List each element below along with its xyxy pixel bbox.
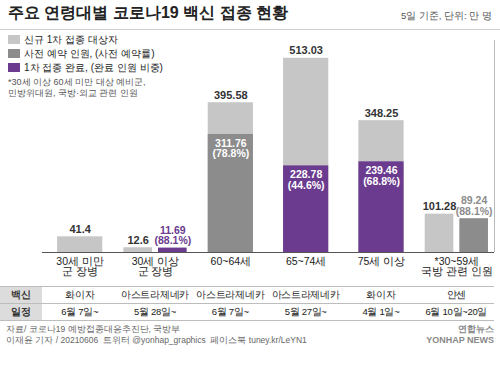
html-text:화이자: 화이자 bbox=[65, 288, 95, 300]
svg-text:30세 이상군 장병: 30세 이상군 장병 bbox=[132, 255, 180, 278]
html-text:사전 예약 인원, (사전 예약률): 사전 예약 인원, (사전 예약률) bbox=[24, 48, 155, 59]
svg-text:30세 미만군 장병: 30세 미만군 장병 bbox=[56, 255, 104, 278]
html-text:YONHAP NEWS: YONHAP NEWS bbox=[426, 335, 494, 345]
svg-text:395.58: 395.58 bbox=[214, 89, 248, 101]
svg-text:228.78(44.6%): 228.78(44.6%) bbox=[288, 168, 325, 191]
html-text:아스트라제네카: 아스트라제네카 bbox=[121, 288, 189, 300]
html-text:6월 7일~: 6월 7일~ bbox=[61, 305, 99, 317]
svg-text:*30~59세국방 관련 인원: *30~59세국방 관련 인원 bbox=[421, 255, 493, 278]
html-text:5월 28일~: 5월 28일~ bbox=[134, 305, 176, 317]
html-text:아스트라제네카: 아스트라제네카 bbox=[271, 288, 340, 300]
html-text:1차 접종 완료, (완료 인원 비중): 1차 접종 완료, (완료 인원 비중) bbox=[24, 62, 163, 73]
svg-text:12.6: 12.6 bbox=[127, 234, 148, 246]
html-text:얀센: 얀센 bbox=[446, 288, 466, 300]
svg-text:41.4: 41.4 bbox=[69, 223, 91, 235]
html-text:6월 10일~20일: 6월 10일~20일 bbox=[425, 305, 488, 317]
html-text:4월 1일~: 4월 1일~ bbox=[362, 305, 400, 317]
html-text:연합뉴스: 연합뉴스 bbox=[458, 324, 494, 334]
html-text:주요 연령대별 코로나19 백신 접종 현황: 주요 연령대별 코로나19 백신 접종 현황 bbox=[8, 4, 288, 21]
svg-text:75세 이상: 75세 이상 bbox=[358, 255, 406, 267]
html-text:자료/ 코로나19 예방접종대응추진단, 국방부: 자료/ 코로나19 예방접종대응추진단, 국방부 bbox=[6, 324, 181, 334]
html-text:화이자: 화이자 bbox=[366, 288, 396, 300]
svg-text:11.69(88.1%): 11.69(88.1%) bbox=[154, 224, 191, 247]
html-text:백신: 백신 bbox=[11, 288, 31, 300]
svg-text:60~64세: 60~64세 bbox=[211, 255, 252, 267]
svg-text:513.03: 513.03 bbox=[289, 44, 323, 56]
html-text:6월 7일~: 6월 7일~ bbox=[211, 305, 249, 317]
html-text:5월 27일~: 5월 27일~ bbox=[284, 305, 327, 317]
svg-text:239.46(68.8%): 239.46(68.8%) bbox=[363, 164, 400, 187]
svg-text:311.76(78.8%): 311.76(78.8%) bbox=[212, 137, 249, 160]
html-text:일정: 일정 bbox=[11, 305, 31, 317]
svg-text:89.24(88.1%): 89.24(88.1%) bbox=[456, 194, 493, 217]
svg-text:348.25: 348.25 bbox=[365, 107, 399, 119]
html-text:*30세 이상 60세 미만 대상 예비군, 민방위대원,: *30세 이상 60세 미만 대상 예비군, 민방위대원, 국방·외교 관련 인… bbox=[8, 77, 146, 98]
svg-text:101.28: 101.28 bbox=[423, 200, 457, 212]
html-text:5일 기준, 단위: 만 명: 5일 기준, 단위: 만 명 bbox=[400, 10, 492, 21]
svg-text:65~74세: 65~74세 bbox=[286, 255, 327, 267]
html-text:이재윤 기자 / 20210606 트위터 @yonhap_: 이재윤 기자 / 20210606 트위터 @yonhap_graphics 페… bbox=[6, 335, 307, 345]
html-text:아스트라제네카: 아스트라제네카 bbox=[196, 288, 265, 300]
html-text:신규 1차 접종 대상자: 신규 1차 접종 대상자 bbox=[24, 34, 118, 45]
